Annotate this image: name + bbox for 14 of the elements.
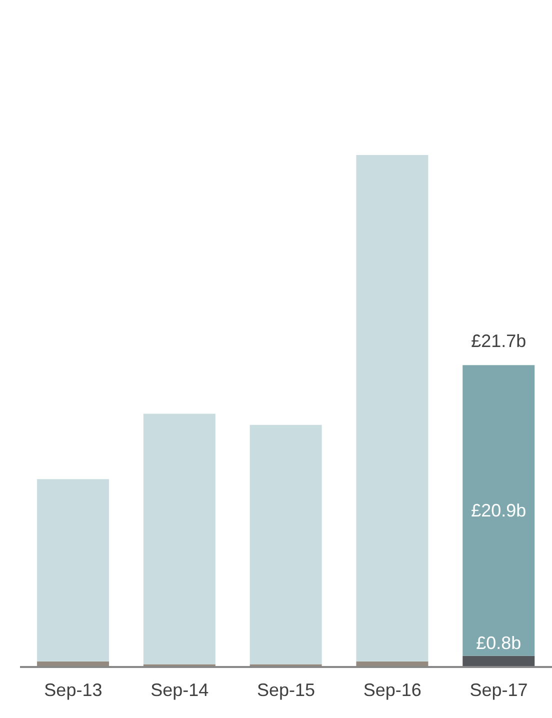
bar: [37, 479, 110, 662]
data-label: £20.9b: [471, 500, 526, 520]
data-label: £0.8b: [476, 632, 522, 653]
x-tick-label: Sep-15: [256, 680, 316, 700]
x-tick-label: Sep-13: [44, 680, 102, 700]
x-tick-label: Sep-16: [363, 680, 422, 700]
bar: [143, 414, 216, 664]
total-label: £21.7b: [471, 331, 526, 352]
bar: [250, 424, 322, 664]
bar: [462, 656, 535, 667]
x-tick-label: Sep-17: [470, 680, 528, 700]
bar: [462, 365, 535, 656]
bar: [356, 155, 428, 662]
x-tick-label: Sep-14: [150, 680, 209, 700]
